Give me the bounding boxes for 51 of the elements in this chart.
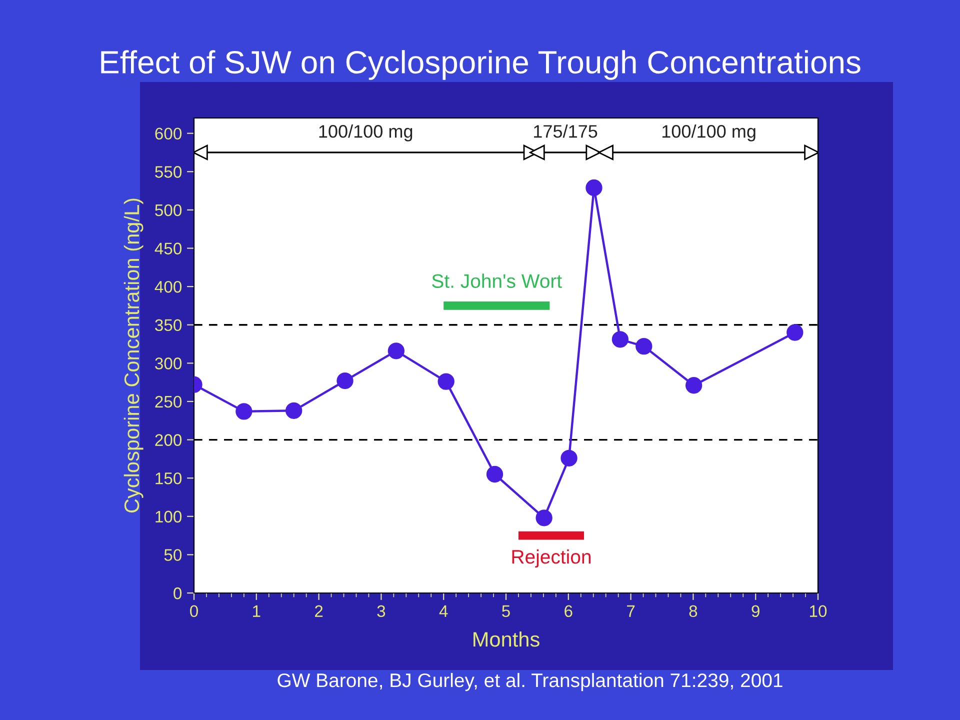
point <box>586 144 601 160</box>
x-axis-title: Months <box>474 631 540 647</box>
point <box>286 402 302 419</box>
x-tick-label: 6 <box>564 605 572 618</box>
y-tick-label: 600 <box>155 128 182 140</box>
x-tick-label: 3 <box>377 605 386 618</box>
x-tick-label: 10 <box>810 605 827 618</box>
series-label: 175/175 <box>534 124 598 138</box>
point <box>438 373 454 390</box>
point <box>486 466 504 483</box>
y-tick-label: 0 <box>174 587 182 600</box>
point <box>804 144 818 160</box>
y-tick-label: 50 <box>164 549 182 561</box>
point <box>530 144 545 160</box>
point <box>586 179 602 196</box>
series-label: St. John's Wort <box>432 274 562 288</box>
x-tick-label: 8 <box>689 605 698 618</box>
point <box>336 372 354 390</box>
chart-title: Effect of SJW on Cyclosporine Trough Concentrations <box>101 50 860 80</box>
x-tick-label: 0 <box>190 605 198 618</box>
y-tick-label: 100 <box>156 510 182 523</box>
y-tick-label: 150 <box>156 472 182 484</box>
x-tick-label: 5 <box>502 605 510 618</box>
x-tick-label: 2 <box>315 605 323 617</box>
y-tick-label: 300 <box>155 358 182 370</box>
point <box>236 403 252 420</box>
point <box>612 331 629 348</box>
point <box>685 377 702 394</box>
series-label: 100/100 mg <box>319 124 412 142</box>
y-tick-label: 200 <box>155 434 182 446</box>
series-label: Rejection <box>512 549 591 568</box>
series-label: 100/100 mg <box>662 124 756 142</box>
y-axis-title: Cyclosporine Concentration (ng/L) <box>124 198 144 512</box>
x-tick-label: 7 <box>627 605 635 617</box>
y-tick-label: 400 <box>154 280 182 293</box>
point <box>194 144 208 160</box>
y-tick-label: 450 <box>154 242 182 254</box>
point <box>388 342 405 360</box>
y-tick-label: 350 <box>155 319 182 332</box>
x-tick-label: 1 <box>253 605 260 617</box>
y-tick-label: 250 <box>155 396 182 408</box>
y-tick-label: 550 <box>155 166 182 178</box>
text: GW Barone, BJ Gurley, et al. Transplantation 71:239, 2001 <box>278 672 782 692</box>
point <box>636 338 652 355</box>
point <box>536 510 552 526</box>
point <box>598 144 614 160</box>
y-tick-label: 500 <box>155 204 182 216</box>
x-tick-label: 4 <box>439 605 448 617</box>
x-tick-label: 9 <box>752 605 760 618</box>
point <box>560 450 578 466</box>
point <box>786 324 804 341</box>
